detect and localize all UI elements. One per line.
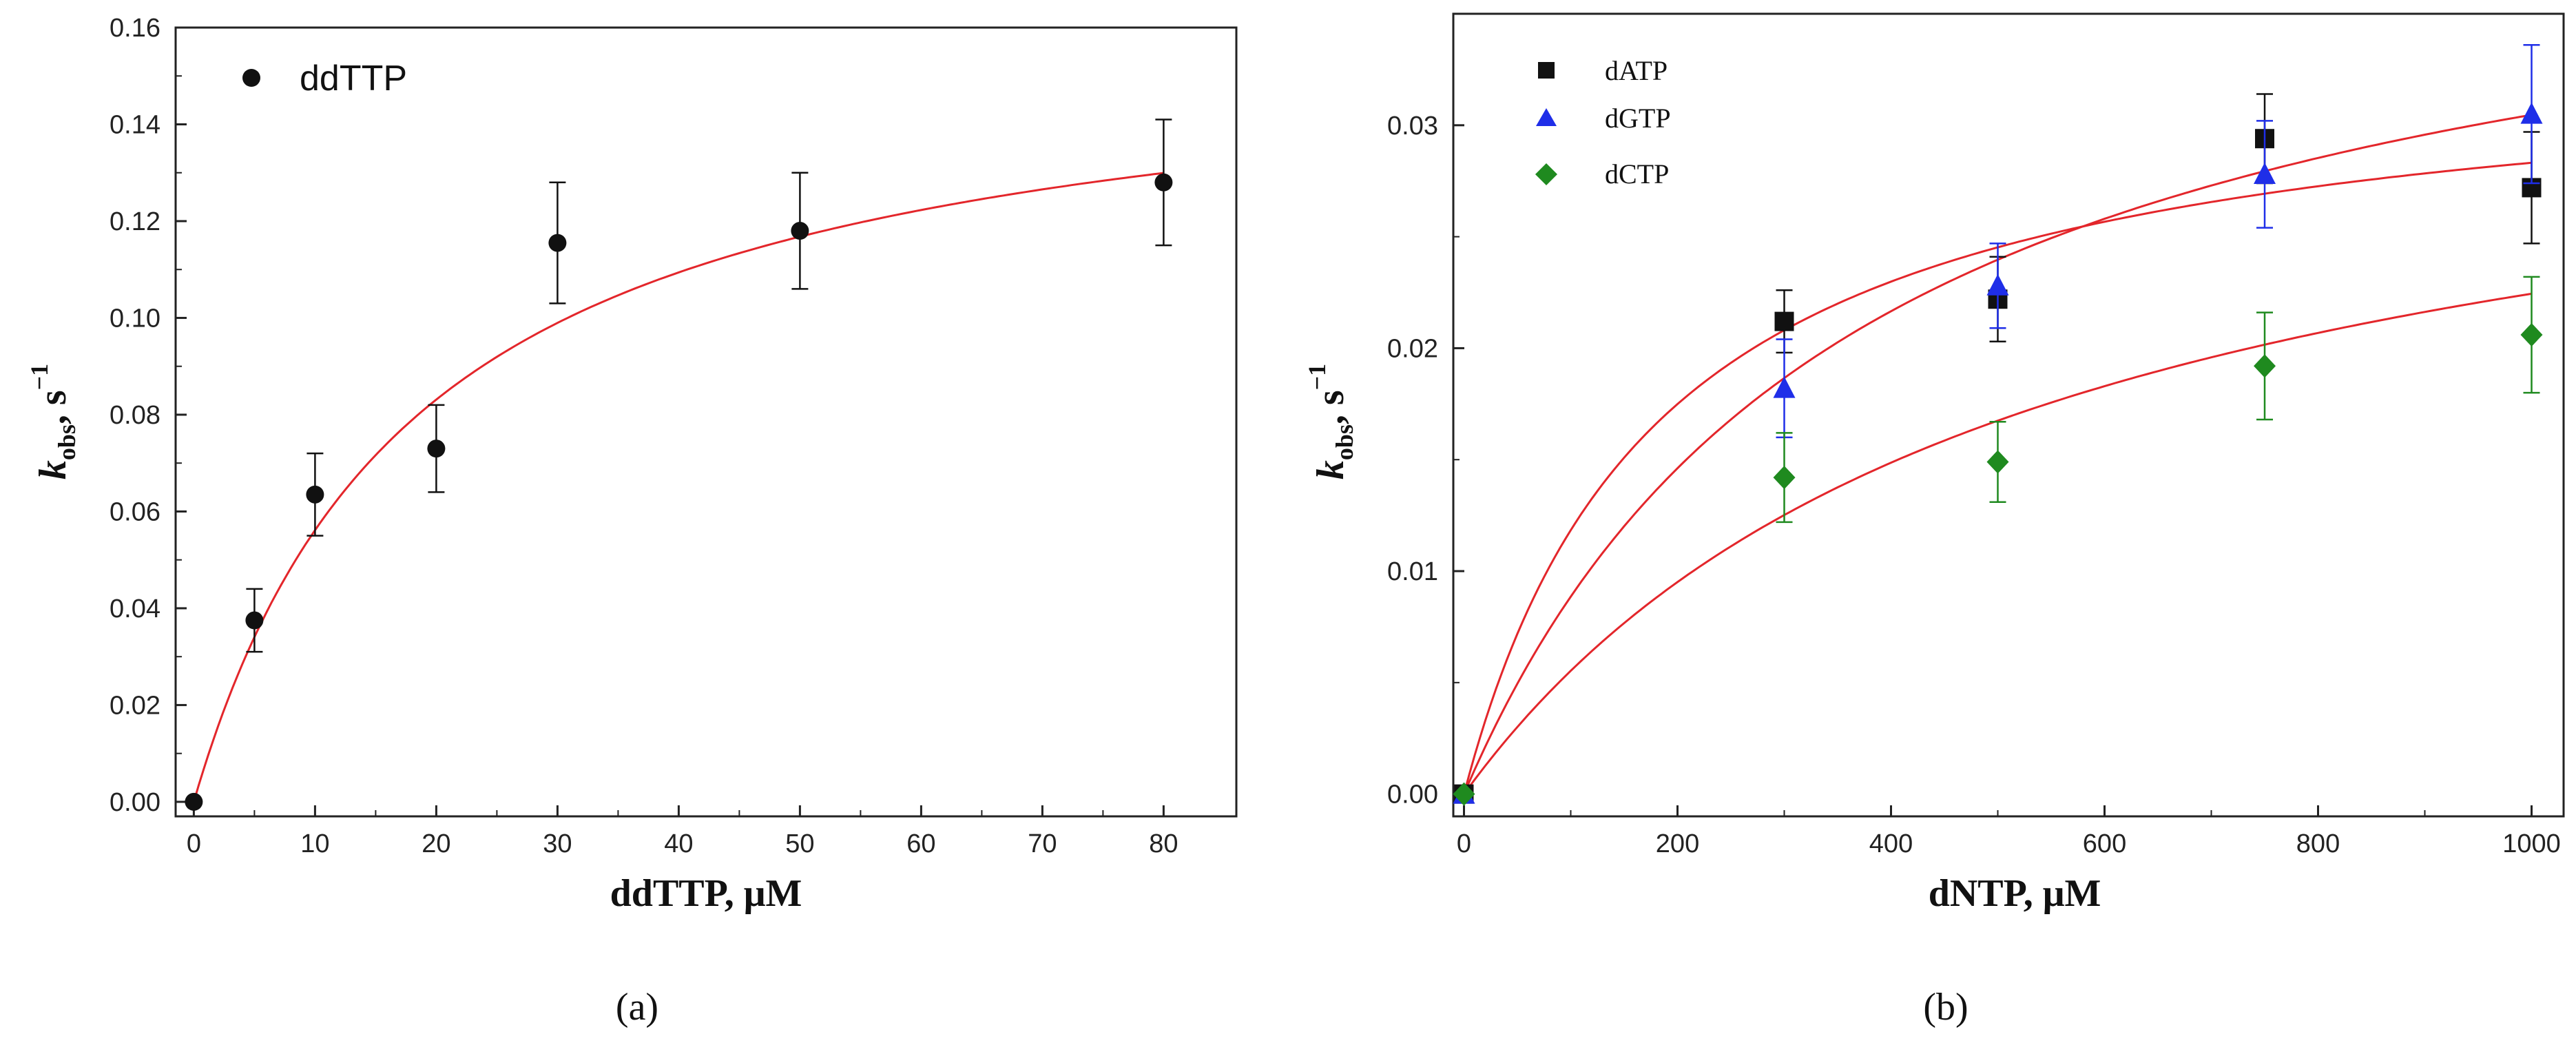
data-point-ddttp	[548, 234, 567, 252]
data-point-ddttp	[245, 611, 264, 630]
legend-marker-dgtp	[1536, 108, 1557, 126]
panel-a-ylabel-sub: obs	[53, 424, 81, 460]
panel-b: 0 200 400 600 800 1000 0.00 0.01 0.02 0.03 dATP d…	[1303, 12, 2565, 1029]
data-point-ddttp	[306, 485, 324, 504]
panel-b-data-points	[1453, 44, 2543, 806]
panel-a-y-tick-label: 0.12	[110, 207, 160, 236]
panel-a-label: (a)	[616, 986, 658, 1029]
data-point-datp	[1774, 311, 1794, 331]
panel-b-x-tick-label: 0	[1457, 829, 1471, 858]
panel-a-x-tick-label: 40	[664, 829, 693, 858]
panel-a-x-tick-label: 30	[543, 829, 572, 858]
panel-b-x-tick-label: 800	[2296, 829, 2340, 858]
fit-curve-3	[1463, 292, 2532, 795]
svg-text:kobs, s−1: kobs, s−1	[25, 364, 81, 479]
panel-a-y-tick-label: 0.04	[110, 595, 160, 623]
panel-a-y-tick-label: 0.10	[110, 304, 160, 333]
legend-label-dgtp: dGTP	[1605, 103, 1671, 134]
panel-a-y-tick-label: 0.14	[110, 110, 160, 139]
panel-b-x-tick-label: 1000	[2502, 829, 2561, 858]
panel-b-y-tick-label: 0.03	[1387, 112, 1438, 141]
data-point-dgtp	[1773, 376, 1796, 398]
panel-a-ticks: 0 10 20 30 40 50 60 70 80 0.00 0.02 0.04 0.06 0.08 0.1…	[110, 14, 1178, 858]
data-point-ddttp	[185, 792, 203, 811]
panel-a-data-points	[185, 118, 1173, 811]
panel-a-x-tick-label: 0	[187, 829, 201, 858]
panel-b-y-tick-label: 0.00	[1387, 781, 1438, 809]
panel-b-ticks: 0 200 400 600 800 1000 0.00 0.01 0.02 0.03	[1387, 112, 2561, 858]
panel-a-x-tick-label: 50	[785, 829, 814, 858]
panel-b-x-axis-label: dNTP, μM	[1929, 872, 2101, 915]
panel-a-plot-frame	[174, 26, 1238, 818]
data-point-dctp	[1986, 450, 2009, 474]
panel-a-x-tick-label: 10	[300, 829, 329, 858]
panel-b-y-axis-label: kobs, s−1	[1303, 364, 1358, 479]
legend-label-dctp: dCTP	[1605, 158, 1669, 189]
data-point-dctp	[1773, 466, 1796, 490]
panel-a-legend: ddTTP	[242, 59, 407, 99]
legend-label-ddttp: ddTTP	[300, 59, 407, 99]
fit-curve-1	[192, 172, 1164, 803]
data-point-dctp	[2254, 354, 2276, 378]
data-point-dctp	[1453, 782, 1475, 806]
panel-b-plot-frame	[1452, 12, 2565, 818]
panel-a-x-tick-label: 80	[1149, 829, 1178, 858]
panel-b-y-tick-label: 0.01	[1387, 557, 1438, 586]
panel-a-fit-curves	[192, 172, 1164, 803]
panel-a-y-tick-label: 0.02	[110, 691, 160, 720]
panel-a-y-tick-label: 0.08	[110, 401, 160, 430]
panel-b-x-tick-label: 600	[2083, 829, 2126, 858]
data-point-ddttp	[427, 440, 446, 458]
data-point-dgtp	[1986, 273, 2009, 296]
panel-a-ylabel-unit: , s	[32, 390, 74, 424]
data-point-dgtp	[2254, 163, 2276, 184]
panel-a-x-tick-label: 60	[906, 829, 935, 858]
svg-text:kobs, s−1: kobs, s−1	[1303, 364, 1358, 479]
panel-b-ylabel-k: k	[1309, 460, 1352, 479]
panel-a: 0 10 20 30 40 50 60 70 80 0.00 0.02 0.04 0.06 0.08 0.1…	[25, 14, 1238, 1029]
legend-label-datp: dATP	[1605, 55, 1668, 86]
panel-b-x-tick-label: 200	[1656, 829, 1699, 858]
legend-marker-ddttp	[242, 69, 260, 87]
data-point-ddttp	[791, 222, 809, 240]
panel-a-x-tick-label: 20	[422, 829, 450, 858]
panel-b-y-tick-label: 0.02	[1387, 334, 1438, 363]
panel-a-ylabel-k: k	[32, 460, 74, 479]
panel-a-y-tick-label: 0.00	[110, 788, 160, 817]
data-point-dctp	[2520, 323, 2543, 347]
panel-a-x-axis-label: ddTTP, μM	[610, 872, 802, 915]
panel-b-x-tick-label: 400	[1869, 829, 1913, 858]
panel-b-ylabel-unit: , s	[1309, 390, 1352, 424]
data-point-ddttp	[1154, 173, 1173, 192]
legend-marker-dctp	[1535, 163, 1557, 185]
panel-b-ylabel-sub: obs	[1331, 424, 1358, 460]
data-point-dgtp	[2520, 102, 2543, 124]
panel-b-legend: dATP dGTP dCTP	[1535, 55, 1671, 189]
panel-a-y-axis-label: kobs, s−1	[25, 364, 81, 479]
panel-a-ylabel-sup: −1	[25, 364, 53, 391]
panel-a-y-tick-label: 0.16	[110, 14, 160, 43]
panel-a-x-tick-label: 70	[1028, 829, 1057, 858]
legend-marker-datp	[1538, 62, 1555, 79]
panel-b-ylabel-sup: −1	[1303, 364, 1331, 391]
panel-b-label: (b)	[1923, 986, 1968, 1029]
panel-a-y-tick-label: 0.06	[110, 497, 160, 526]
